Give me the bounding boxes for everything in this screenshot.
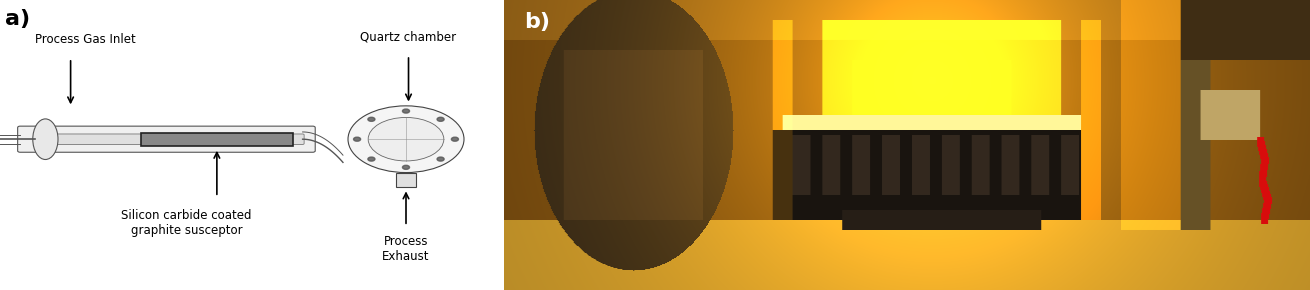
Circle shape [368,117,375,121]
FancyBboxPatch shape [17,126,316,152]
Circle shape [438,157,444,161]
Circle shape [348,106,464,173]
Circle shape [452,137,458,141]
Bar [141,133,292,146]
Circle shape [354,137,360,141]
Text: Silicon carbide coated
graphite susceptor: Silicon carbide coated graphite suscepto… [122,209,252,237]
Text: a): a) [5,9,30,29]
Circle shape [438,117,444,121]
Circle shape [402,109,410,113]
Circle shape [368,157,375,161]
Circle shape [368,117,444,161]
Text: Process Gas Inlet: Process Gas Inlet [35,33,136,46]
Bar [396,173,417,187]
Text: Process
Exhaust: Process Exhaust [383,235,430,263]
FancyBboxPatch shape [39,134,304,144]
Text: Quartz chamber: Quartz chamber [360,30,457,44]
Circle shape [402,165,410,169]
Ellipse shape [33,119,58,160]
Text: b): b) [524,12,550,32]
